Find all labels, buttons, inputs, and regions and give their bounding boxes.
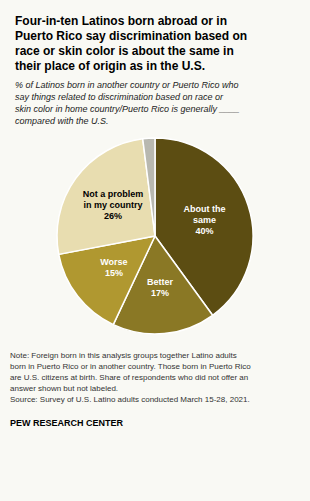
svg-text:are U.S. citizens at birth. Sh: are U.S. citizens at birth. Share of res… bbox=[10, 373, 248, 382]
svg-text:40%: 40% bbox=[195, 226, 213, 236]
svg-text:About the: About the bbox=[183, 204, 225, 214]
svg-text:% of Latinos born in another c: % of Latinos born in another country or … bbox=[15, 80, 239, 90]
svg-text:say things related to discrimi: say things related to discrimination bas… bbox=[15, 92, 224, 102]
svg-text:race or skin color is about th: race or skin color is about the same in bbox=[15, 44, 234, 58]
svg-text:Source: Survey of U.S. Latino: Source: Survey of U.S. Latino adults con… bbox=[10, 395, 250, 404]
svg-text:skin color in home country/Pue: skin color in home country/Puerto Rico i… bbox=[15, 104, 240, 114]
svg-text:Note: Foreign born in this ana: Note: Foreign born in this analysis grou… bbox=[10, 351, 237, 360]
svg-text:compared with the U.S.: compared with the U.S. bbox=[15, 116, 109, 126]
svg-text:15%: 15% bbox=[105, 268, 123, 278]
svg-text:Four-in-ten Latinos born abroa: Four-in-ten Latinos born abroad or in bbox=[15, 14, 227, 28]
svg-text:Not a problem: Not a problem bbox=[83, 189, 144, 199]
svg-text:in my country: in my country bbox=[83, 200, 142, 210]
svg-text:Worse: Worse bbox=[100, 257, 127, 267]
svg-text:26%: 26% bbox=[104, 211, 122, 221]
svg-text:Better: Better bbox=[147, 277, 174, 287]
svg-text:Puerto Rico say discrimination: Puerto Rico say discrimination based on bbox=[15, 29, 247, 43]
svg-text:PEW RESEARCH CENTER: PEW RESEARCH CENTER bbox=[10, 418, 124, 428]
svg-text:same: same bbox=[193, 215, 216, 225]
svg-text:answer shown but not labeled.: answer shown but not labeled. bbox=[10, 384, 118, 393]
svg-text:17%: 17% bbox=[151, 288, 169, 298]
svg-text:born in Puerto Rico or in anot: born in Puerto Rico or in another countr… bbox=[10, 362, 251, 371]
svg-text:their place of origin as in th: their place of origin as in the U.S. bbox=[15, 59, 205, 73]
